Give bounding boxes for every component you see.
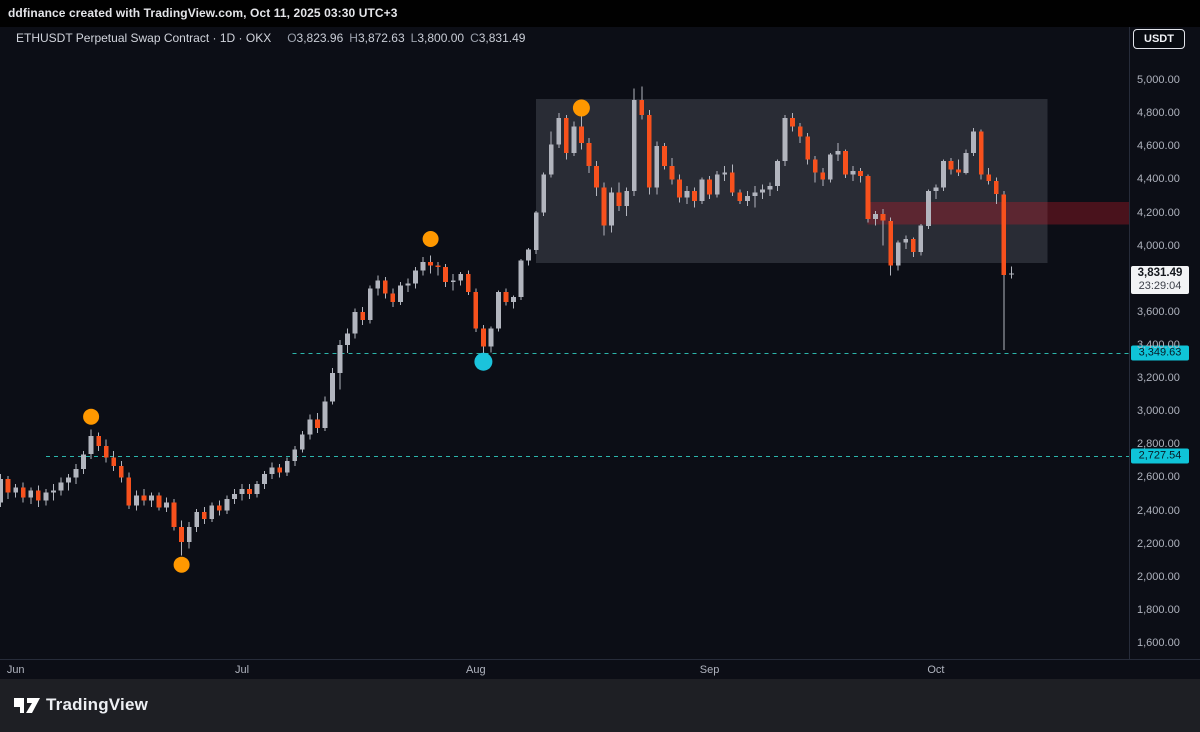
- y-axis-tick: 2,600.00: [1137, 471, 1180, 484]
- currency-toggle-button[interactable]: USDT: [1133, 29, 1185, 49]
- y-axis-tick: 4,000.00: [1137, 239, 1180, 252]
- symbol-title: ETHUSDT Perpetual Swap Contract · 1D · O…: [16, 31, 272, 45]
- orange-circle-marker: [83, 408, 100, 425]
- time-axis[interactable]: Jun Jul Aug Sep Oct: [0, 659, 1200, 680]
- y-axis-tick: 2,400.00: [1137, 504, 1180, 517]
- orange-circle-marker: [422, 231, 439, 247]
- ohlc-open-value: 3,823.96: [296, 31, 344, 45]
- price-axis[interactable]: 3,349.63 2,727.54 3,831.49 23:29:04 5,00…: [1129, 27, 1200, 659]
- tradingview-wordmark[interactable]: TradingView: [46, 695, 149, 714]
- resistance-band-zone: [867, 202, 1129, 225]
- y-axis-tick: 2,000.00: [1137, 570, 1180, 583]
- y-axis-tick: 4,600.00: [1137, 140, 1180, 153]
- x-axis-label: Sep: [699, 664, 720, 676]
- ohlc-high-label: H: [349, 31, 358, 45]
- orange-circle-marker: [173, 556, 190, 573]
- ohlc-open-label: O: [287, 31, 297, 45]
- y-axis-tick: 4,400.00: [1137, 173, 1180, 186]
- symbol-legend[interactable]: ETHUSDT Perpetual Swap Contract · 1D · O…: [16, 31, 525, 45]
- candlestick-pane[interactable]: [0, 27, 1129, 659]
- top-attribution-bar: ddfinance created with TradingView.com, …: [0, 0, 1200, 27]
- candles-layer: [0, 86, 1014, 556]
- footer-bar: TradingView: [0, 679, 1200, 732]
- ohlc-high-value: 3,872.63: [357, 31, 405, 45]
- bar-countdown: 23:29:04: [1138, 279, 1182, 292]
- attribution-text: ddfinance created with TradingView.com, …: [8, 6, 398, 20]
- y-axis-tick: 1,600.00: [1137, 637, 1180, 649]
- level-price-label-3349: 3,349.63: [1131, 345, 1189, 361]
- y-axis-tick: 5,000.00: [1137, 74, 1180, 86]
- level-price-label-2727: 2,727.54: [1131, 448, 1189, 464]
- x-axis-label: Oct: [927, 664, 945, 676]
- x-axis-label: Jul: [234, 664, 250, 676]
- y-axis-tick: 2,200.00: [1137, 537, 1180, 550]
- y-axis-tick: 3,200.00: [1137, 372, 1180, 385]
- y-axis-tick: 3,600.00: [1137, 305, 1180, 318]
- orange-circle-marker: [572, 99, 590, 117]
- x-axis-label: Jun: [6, 664, 25, 676]
- y-axis-tick: 2,800.00: [1137, 438, 1180, 451]
- ohlc-low-label: L: [410, 31, 418, 45]
- y-axis-tick: 4,200.00: [1137, 206, 1180, 219]
- last-price-value: 3,831.49: [1137, 266, 1183, 279]
- last-price-label: 3,831.49 23:29:04: [1131, 265, 1189, 294]
- chart-area[interactable]: ETHUSDT Perpetual Swap Contract · 1D · O…: [0, 27, 1200, 679]
- ohlc-low-value: 3,800.00: [417, 31, 465, 45]
- x-axis-label: Aug: [466, 664, 486, 676]
- y-axis-tick: 4,800.00: [1137, 107, 1180, 120]
- y-axis-tick: 3,000.00: [1137, 405, 1180, 418]
- tradingview-logo-icon[interactable]: [13, 696, 43, 716]
- y-axis-tick: 3,400.00: [1137, 339, 1180, 351]
- ohlc-close-label: C: [470, 31, 479, 45]
- ohlc-close-value: 3,831.49: [478, 31, 526, 45]
- cyan-circle-marker: [474, 352, 493, 371]
- markers-layer: [83, 99, 590, 573]
- y-axis-tick: 1,800.00: [1137, 603, 1180, 616]
